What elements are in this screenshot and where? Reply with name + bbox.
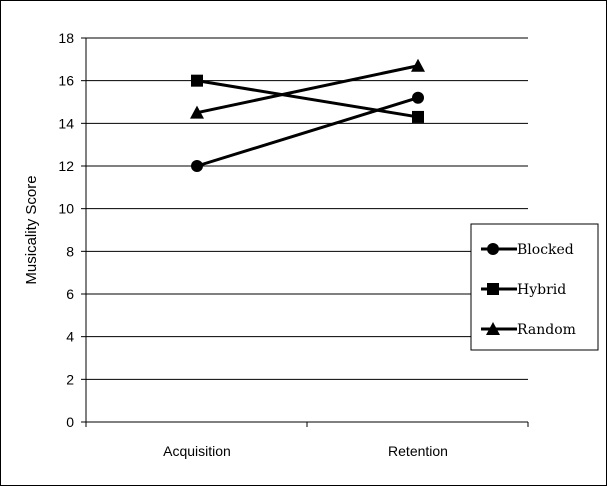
legend-marker xyxy=(486,322,500,335)
y-tick-label: 10 xyxy=(58,201,74,217)
y-tick-label: 4 xyxy=(66,329,74,345)
y-tick-label: 12 xyxy=(58,158,74,174)
legend-label: Blocked xyxy=(517,242,574,258)
legend-item-blocked: Blocked xyxy=(481,242,574,258)
blocked-point xyxy=(412,91,424,104)
hybrid-line xyxy=(196,79,419,119)
legend-marker xyxy=(487,243,499,255)
y-tick-label: 8 xyxy=(66,243,74,259)
x-tick-label: Retention xyxy=(388,443,448,459)
y-tick-label: 0 xyxy=(66,414,74,430)
blocked-point xyxy=(191,160,203,172)
random-point xyxy=(190,105,204,119)
random-line xyxy=(196,64,419,115)
y-axis-label: Musicality Score xyxy=(23,175,40,284)
legend: Blocked Hybrid Random xyxy=(470,223,599,351)
y-tick-label: 2 xyxy=(66,371,74,387)
hybrid-point xyxy=(191,74,203,87)
y-axis-ticks: 0 2 4 6 8 10 12 14 16 18 xyxy=(58,30,86,430)
gridlines xyxy=(86,37,528,380)
y-tick-label: 18 xyxy=(58,30,74,46)
series-hybrid xyxy=(191,74,424,123)
legend-item-hybrid: Hybrid xyxy=(481,282,566,298)
series-random xyxy=(190,58,425,119)
series-blocked xyxy=(191,91,424,172)
y-tick-label: 16 xyxy=(58,73,74,89)
y-tick-label: 14 xyxy=(58,115,74,131)
x-axis-ticks: Acquisition Retention xyxy=(85,422,529,459)
hybrid-point xyxy=(412,110,424,123)
legend-marker xyxy=(487,283,499,295)
legend-label: Hybrid xyxy=(517,282,566,298)
x-tick-label: Acquisition xyxy=(163,443,231,459)
series-group xyxy=(190,58,425,172)
y-tick-label: 6 xyxy=(66,286,74,302)
legend-label: Random xyxy=(517,322,576,338)
legend-item-random: Random xyxy=(481,322,576,338)
blocked-line xyxy=(196,96,419,168)
random-point xyxy=(411,58,425,72)
axes xyxy=(85,38,528,423)
